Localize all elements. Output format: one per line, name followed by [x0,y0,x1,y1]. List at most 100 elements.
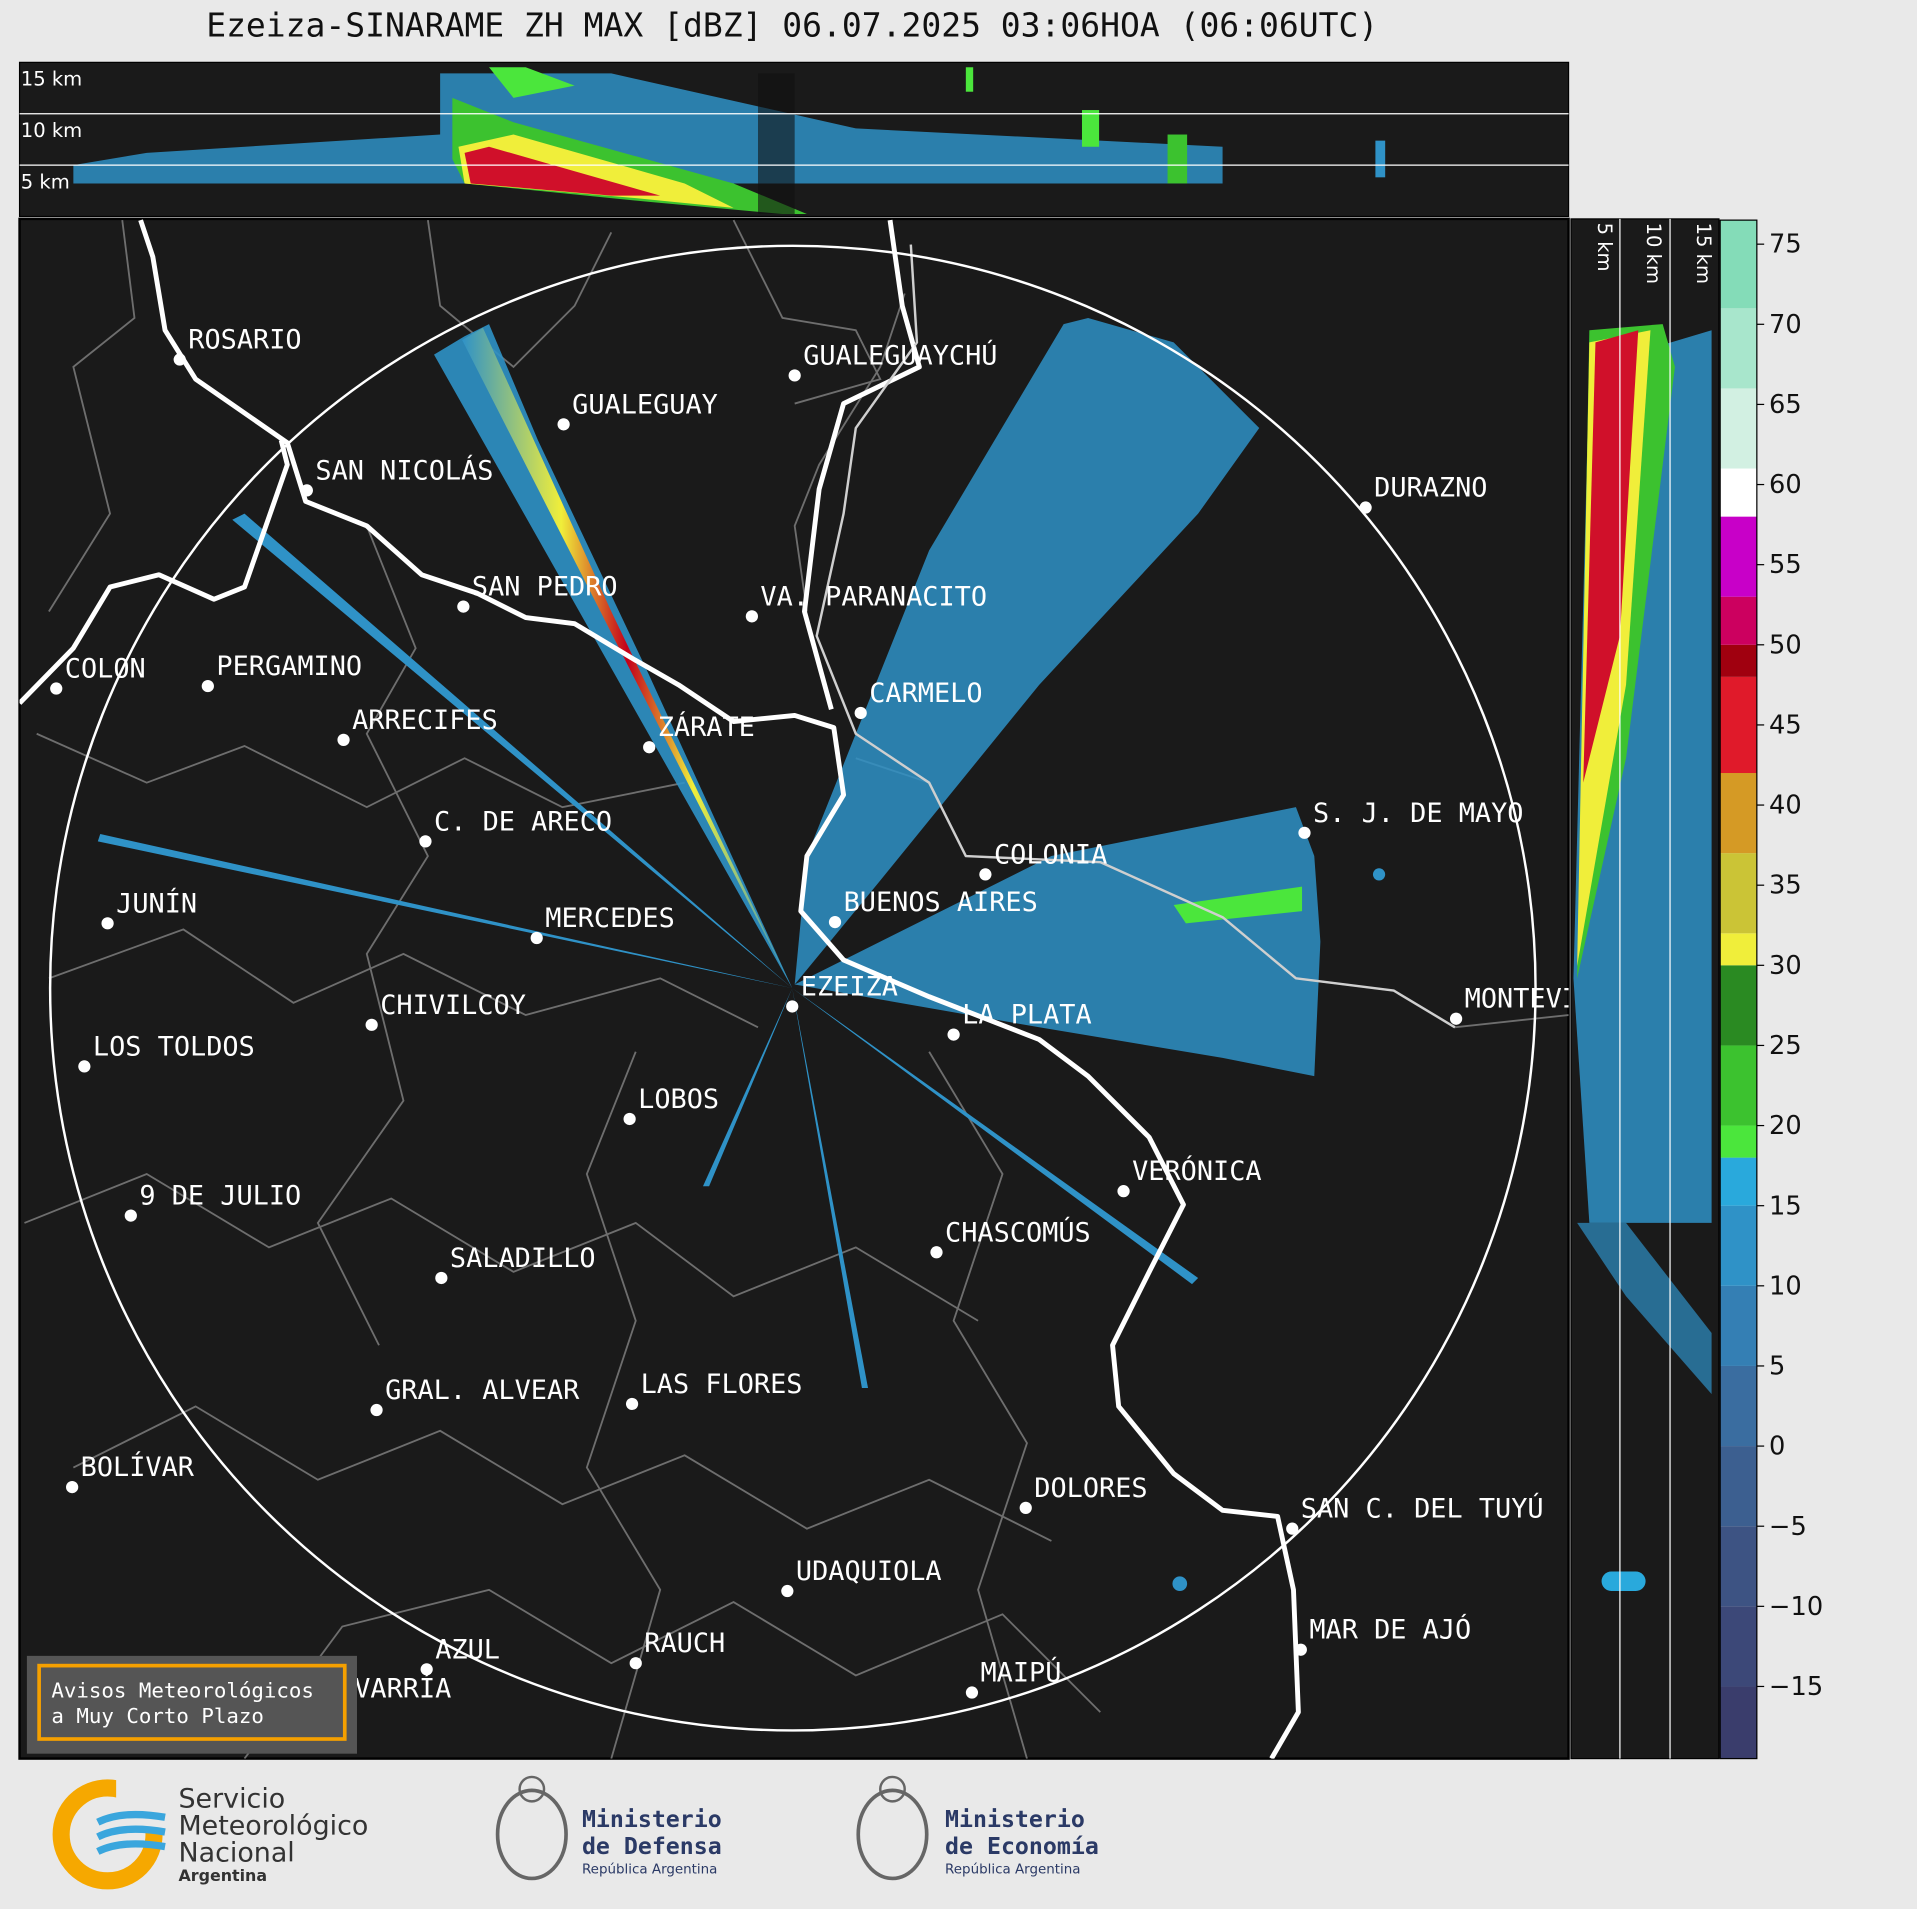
height-label: 10 km [1642,223,1665,284]
colorbar-bin [1720,1157,1757,1206]
city-dot [173,353,186,366]
city-dot [788,369,801,382]
colorbar-tick-label: −10 [1769,1592,1823,1622]
colorbar-bin [1720,1285,1757,1366]
colorbar-tick-label: 70 [1769,310,1802,340]
colorbar-bin [1720,853,1757,934]
city-dot [420,1663,433,1676]
city-label: VERÓNICA [1132,1155,1262,1187]
city-label: 9 DE JULIO [139,1181,301,1212]
colorbar-bin [1720,308,1757,389]
colorbar-tick-label: 35 [1769,871,1802,901]
city-label: LA PLATA [962,1000,1092,1031]
warning-text: a Muy Corto Plazo [51,1704,264,1728]
city-label: CHIVILCOY [380,990,526,1021]
colorbar-tick-label: 45 [1769,710,1802,740]
city-dot [625,1397,639,1411]
city-dot [557,418,570,431]
city-dot [300,484,313,497]
city-layer: ROSARIO GUALEGUAYCHÚ GUALEGUAY SAN NICOLÁS D… [50,325,1627,1715]
map-panel [18,217,1570,1760]
colorbar-bin [1720,965,1757,1046]
city-dot [457,600,470,613]
city-dot [1117,1185,1130,1198]
city-label: GRAL. ALVEAR [385,1375,580,1406]
city-label: GUALEGUAY [572,389,718,420]
city-dot [854,706,867,720]
height-label: 5 km [21,170,70,193]
city-label: PERGAMINO [216,651,362,682]
colorbar-bin [1720,676,1757,774]
colorbar-tick-label: 75 [1769,230,1802,260]
city-dot [370,1403,383,1417]
city-label: MERCEDES [545,903,675,934]
logo-text: República Argentina [945,1862,1080,1878]
colorbar-bin [1720,596,1757,645]
city-dot [1359,501,1372,514]
warning-text: Avisos Meteorológicos [51,1678,314,1702]
colorbar-tick-label: 40 [1769,791,1802,821]
colorbar-bin [1720,468,1757,517]
colorbar-bin [1720,1526,1757,1607]
city-label: AZUL [435,1634,500,1665]
logo-text: de Defensa [582,1833,722,1860]
city-label: MAR DE AJÓ [1309,1614,1471,1646]
colorbar-tick-label: −15 [1769,1672,1823,1702]
city-label: MONTEVIDEO [1465,984,1627,1015]
city-dot [101,917,114,930]
city-label: SAN PEDRO [472,572,618,603]
city-dot [1298,826,1311,839]
city-label: LOS TOLDOS [93,1031,255,1062]
city-label: SALADILLO [450,1243,596,1274]
colorbar-bin [1720,388,1757,469]
colorbar-bin [1720,773,1757,854]
coastline [19,219,1456,1759]
range-ring [48,244,1537,1732]
city-label: ARRECIFES [352,705,498,736]
logo-economia: Ministerio de Economía República Argenti… [856,1775,1099,1881]
city-label: MAIPÚ [981,1657,1062,1689]
logo-defensa: Ministerio de Defensa República Argentin… [495,1775,722,1881]
city-label: DURAZNO [1374,473,1487,504]
colorbar-bin [1720,1125,1757,1158]
colorbar-bin [1720,644,1757,677]
colorbar-bin [1720,220,1757,309]
colorbar-tick-label: 55 [1769,550,1802,580]
logo-text: Ministerio [945,1806,1085,1833]
logo-text: de Economía [945,1833,1099,1860]
colorbar-tick-label: 30 [1769,951,1802,981]
city-label: CHASCOMÚS [945,1216,1091,1248]
city-label: LOBOS [638,1084,719,1115]
city-dot [781,1584,794,1598]
city-label: SAN C. DEL TUYÚ [1301,1493,1544,1525]
city-label: ZÁRATE [658,711,755,743]
city-dot [66,1480,79,1494]
city-label: C. DE ARECO [434,806,612,837]
city-dot [365,1018,378,1031]
city-label: COLONIA [994,839,1107,870]
city-label: BUENOS AIRES [844,887,1038,918]
city-label: UDAQUIOLA [796,1556,942,1587]
colorbar-bin [1720,1365,1757,1447]
city-dot [786,1000,799,1013]
city-dot [965,1686,979,1699]
city-dot [50,682,63,695]
city-dot [201,679,214,693]
colorbar-bin [1720,1446,1757,1527]
city-label: S. J. DE MAYO [1313,798,1523,829]
colorbar-bin [1720,1205,1757,1286]
top-echoes [73,67,1386,215]
city-dot [124,1209,137,1222]
city-dot [947,1028,960,1041]
side-echoes [1573,324,1712,1592]
logo-text: Meteorológico [178,1810,368,1841]
city-label: ROSARIO [188,325,301,356]
city-dot [745,610,758,623]
city-label: SAN NICOLÁS [315,454,493,486]
city-dot [828,915,842,929]
colorbar-tick-label: 5 [1769,1352,1785,1382]
city-dot [623,1112,636,1126]
